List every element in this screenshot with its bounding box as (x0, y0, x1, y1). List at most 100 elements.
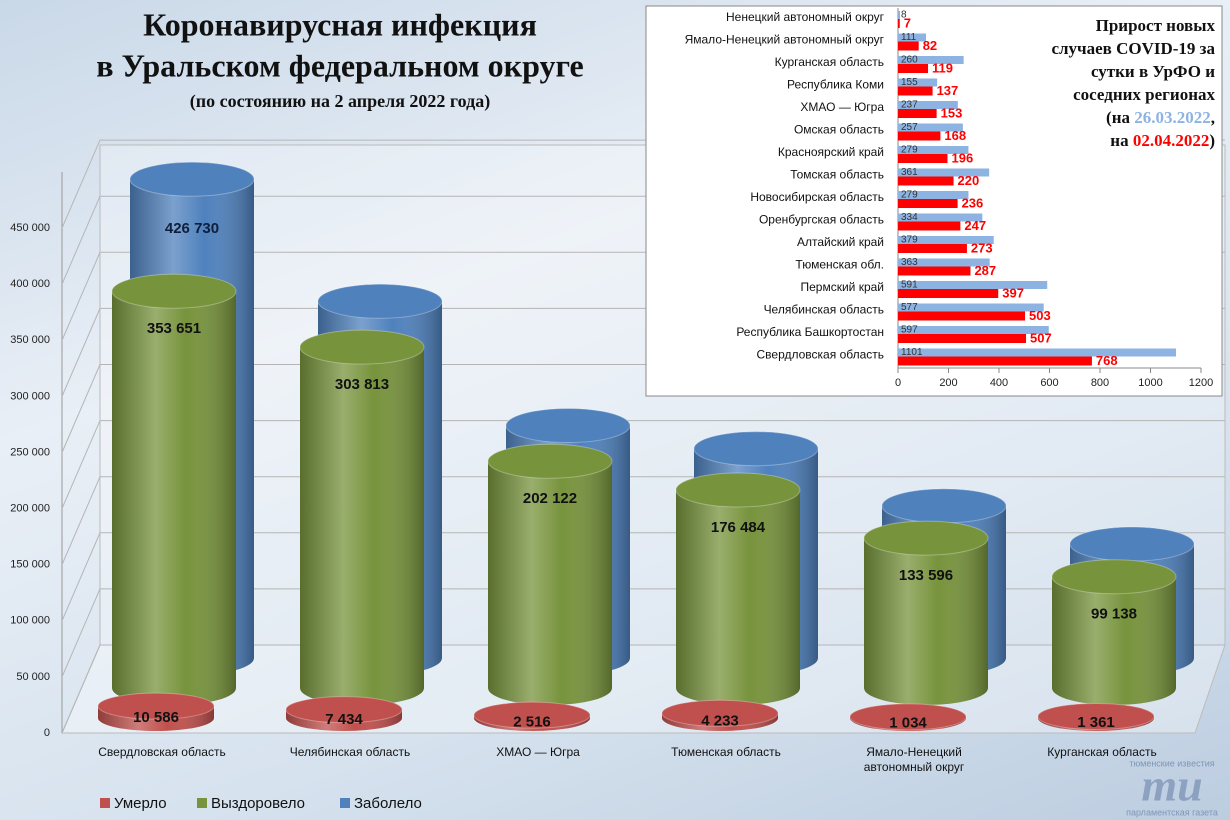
value-label: 257 (901, 122, 918, 133)
date-suffix: , (1210, 108, 1215, 127)
value-label: 279 (901, 145, 918, 156)
date: 26.03.2022 (1134, 108, 1211, 127)
value-label: 287 (974, 263, 996, 278)
value-label: 334 (901, 212, 918, 223)
cylinder-top (849, 703, 967, 731)
category-label: Республика Коми (787, 78, 884, 92)
value-label: 111 (901, 32, 917, 43)
value-label: 1 034 (889, 714, 927, 731)
cylinder-shade (112, 274, 236, 705)
y-tick-label: 100 000 (10, 615, 50, 627)
bar (898, 281, 1048, 289)
cylinder-shade (1052, 559, 1176, 705)
x-tick-label: 200 (939, 377, 957, 389)
value-label: 597 (901, 325, 918, 336)
cylinder-top (1037, 702, 1155, 730)
value-label: 2 516 (513, 714, 551, 731)
y-tick-label: 250 000 (10, 446, 50, 458)
cylinder-shade (488, 444, 612, 705)
cylinder-top (863, 520, 989, 556)
x-tick-label: 400 (990, 377, 1008, 389)
grid-line (61, 420, 1225, 509)
value-label: 353 651 (147, 320, 201, 337)
bar (898, 334, 1027, 343)
y-tick-label: 0 (44, 727, 50, 739)
value-label: 137 (937, 83, 959, 98)
value-label: 202 122 (523, 490, 577, 507)
cylinder-top (317, 283, 443, 319)
bar (898, 266, 971, 276)
value-label: 237 (901, 100, 918, 111)
legend-label: Заболело (354, 795, 422, 812)
cylinder-top (675, 472, 801, 508)
legend-label: Выздоровело (211, 795, 305, 812)
legend-swatch (197, 798, 207, 808)
x-tick-label: 800 (1091, 377, 1109, 389)
legend-swatch (340, 798, 350, 808)
cylinder-top (473, 701, 591, 729)
logo-mark: mu (1141, 760, 1202, 811)
value-label: 363 (901, 257, 918, 268)
value-label: 7 434 (325, 711, 363, 728)
value-label: 82 (923, 38, 937, 53)
value-label: 220 (958, 173, 980, 188)
x-tick-label: Тюменская область (671, 745, 781, 759)
cylinder-top (111, 273, 237, 309)
bar (898, 311, 1026, 321)
category-label: ХМАО — Югра (800, 100, 884, 114)
value-label: 133 596 (899, 567, 953, 584)
value-label: 1101 (901, 347, 923, 358)
value-label: 577 (901, 302, 918, 313)
category-label: Свердловская область (757, 348, 884, 362)
cylinder-top (1069, 526, 1195, 562)
category-label: Омская область (794, 123, 884, 137)
cylinder-top (1051, 559, 1177, 595)
date-prefix: (на (1106, 108, 1135, 127)
bar (898, 109, 937, 118)
cylinder-top (505, 408, 631, 444)
value-label: 236 (962, 195, 984, 210)
bar (898, 303, 1044, 312)
value-label: 10 586 (133, 709, 179, 726)
bar (898, 101, 958, 109)
x-tick-label: ХМАО — Югра (496, 745, 580, 759)
cylinder-shade (676, 473, 800, 705)
category-label: Томская область (790, 168, 884, 182)
category-label: Тюменская обл. (795, 258, 884, 272)
x-tick-label: 1200 (1189, 377, 1213, 389)
title-line: в Уральском федеральном округе (96, 47, 584, 83)
date: 02.04.2022 (1132, 131, 1210, 150)
bar (898, 199, 958, 208)
bar (898, 64, 929, 73)
x-tick-label: 1000 (1138, 377, 1162, 389)
value-label: 426 730 (165, 220, 219, 237)
value-label: 507 (1030, 330, 1052, 345)
x-tick-label: Свердловская область (98, 745, 226, 759)
y-tick-label: 300 000 (10, 390, 50, 402)
bar (898, 191, 969, 199)
value-label: 1 361 (1077, 714, 1115, 731)
bar (898, 131, 941, 141)
legend-swatch (100, 798, 110, 808)
inset-title: Прирост новых случаев COVID-19 за сутки … (1040, 14, 1215, 152)
value-label: 303 813 (335, 376, 389, 393)
subtitle: (по состоянию на 2 апреля 2022 года) (190, 91, 491, 112)
y-tick-label: 50 000 (16, 671, 50, 683)
logo-text: парламентская газета (1126, 807, 1218, 817)
bar (898, 11, 901, 19)
value-label: 247 (964, 218, 986, 233)
value-label: 273 (971, 240, 993, 255)
category-label: Новосибирская область (750, 190, 884, 204)
category-label: Алтайский край (797, 235, 884, 249)
y-tick-label: 450 000 (10, 222, 50, 234)
cylinder-top (693, 431, 819, 467)
value-label: 279 (901, 190, 918, 201)
inset-title-text: Прирост новых случаев COVID-19 за сутки … (1051, 16, 1215, 104)
grid-line (61, 588, 1225, 678)
cylinder-top (299, 329, 425, 365)
value-label: 768 (1096, 353, 1118, 368)
bar (898, 348, 1177, 357)
category-label: Курганская область (775, 55, 884, 69)
cylinder-top (129, 161, 255, 197)
